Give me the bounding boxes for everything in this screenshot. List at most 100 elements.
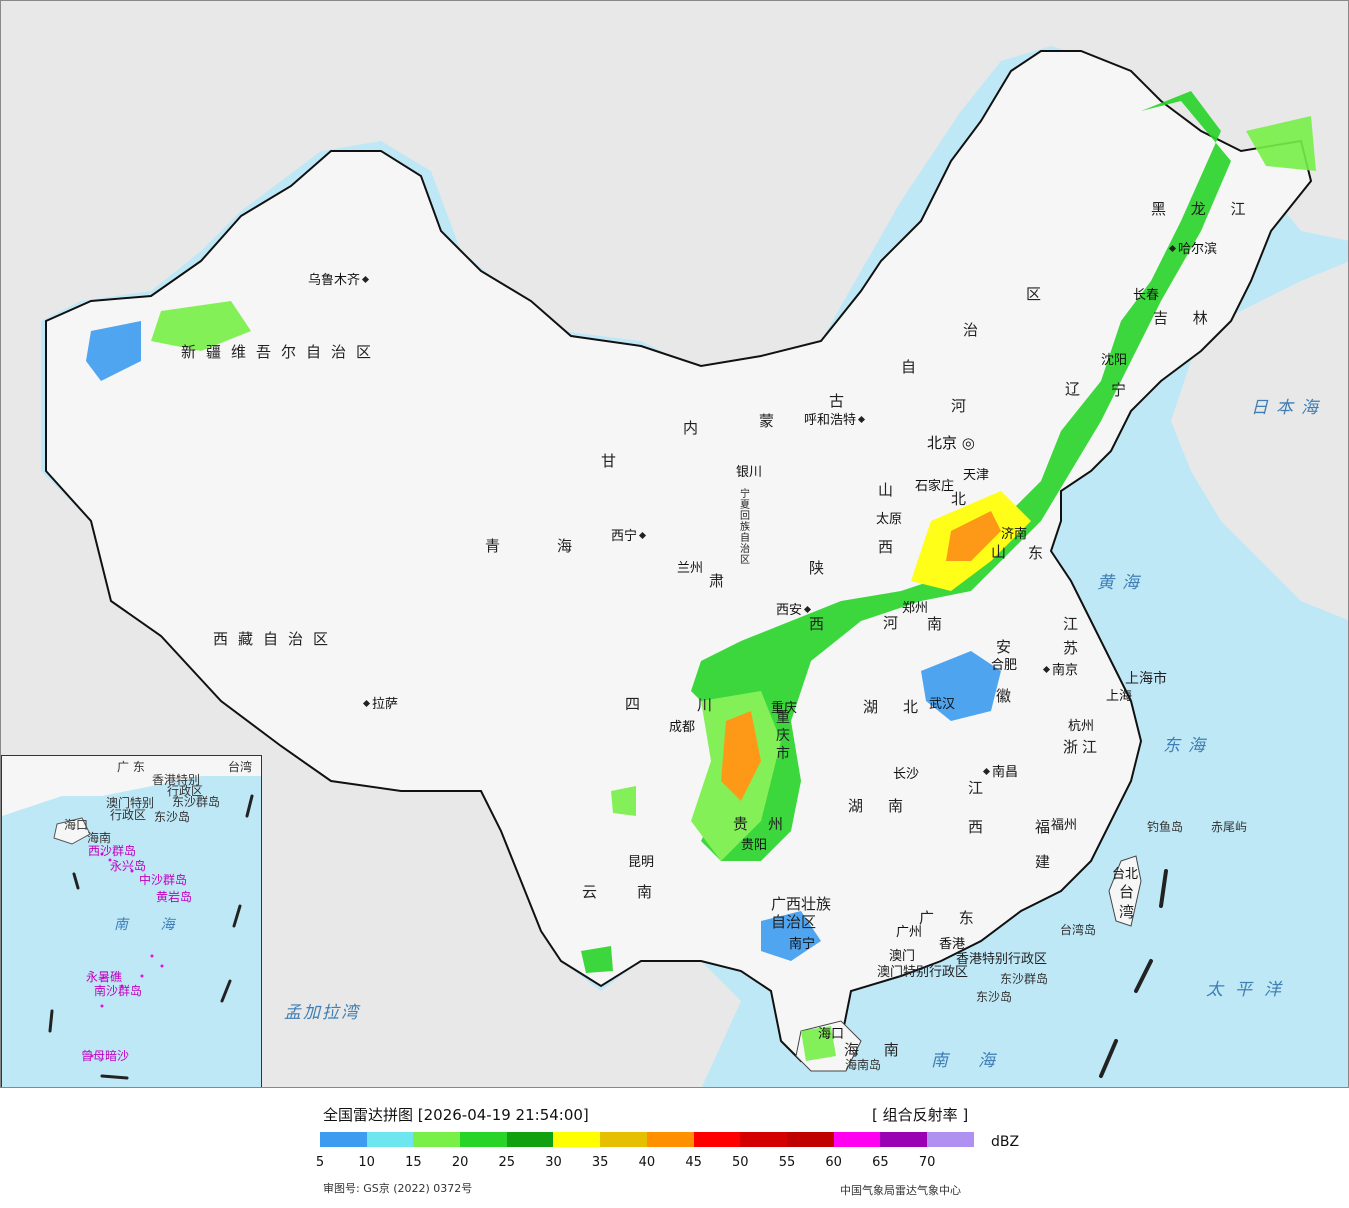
city-taiyuan: 太原 [876, 512, 903, 527]
province-qinghai-a: 青 [485, 537, 511, 555]
province-fujian-b: 建 [1035, 853, 1061, 871]
legend-tick: 60 [825, 1155, 842, 1170]
province-henan-a: 河 [883, 614, 909, 632]
province-heilongjiang: 黑 龙 江 [1151, 200, 1256, 218]
south-sea-inset: 广 东 台湾 香港特别 行政区 澳门特别 行政区 东沙群岛 东沙岛 海南 西沙群… [1, 755, 262, 1087]
legend-swatch [460, 1132, 507, 1147]
province-gansu-a: 甘 [601, 452, 627, 470]
legend-unit: dBZ [991, 1134, 1020, 1150]
sea-pacific: 太平洋 [1206, 980, 1293, 1000]
province-xinjiang: 新疆维吾尔自治区 [181, 343, 382, 361]
province-hk: 香港特别行政区 [956, 952, 1048, 967]
city-lhasa: 拉萨 [361, 693, 398, 712]
province-liaoning-b: 宁 [1111, 381, 1137, 399]
island-dongsha-d: 东沙岛 [976, 990, 1013, 1004]
province-neimeng-a: 内 [683, 419, 709, 437]
legend-swatch [693, 1132, 741, 1147]
province-qinghai-b: 海 [557, 537, 583, 555]
legend-product: [ 组合反射率 ] [872, 1106, 969, 1124]
province-neimeng-d: 自 [901, 358, 927, 376]
island-dongsha-qd: 东沙群岛 [1000, 972, 1049, 986]
city-kunming: 昆明 [628, 855, 655, 870]
province-guangdong: 广 东 [919, 909, 984, 927]
city-beijing: 北京 ◎ [927, 434, 975, 452]
province-hubei-b: 北 [903, 698, 929, 716]
sea-yellow: 黄海 [1097, 573, 1147, 593]
city-urumqi: 乌鲁木齐 [308, 269, 371, 288]
legend-tick: 30 [545, 1155, 562, 1170]
legend-ticks: 5 10 15 20 25 30 35 40 45 50 55 60 65 70 [316, 1155, 1020, 1173]
province-hainan: 海 南 [844, 1041, 909, 1059]
legend-tick: 40 [638, 1155, 656, 1170]
province-shanxi-b: 西 [878, 538, 904, 556]
province-neimeng-b: 蒙 [759, 412, 785, 430]
province-sichuan-a: 四 [625, 695, 651, 713]
legend-tick: 25 [498, 1155, 516, 1170]
province-fujian-a: 福 [1035, 818, 1061, 836]
city-yinchuan: 银川 [736, 465, 763, 480]
city-lanzhou: 兰州 [677, 561, 704, 576]
province-shandong-a: 山 [991, 543, 1017, 561]
province-guangxi-b: 自治区 [771, 913, 817, 931]
legend-swatch [366, 1132, 414, 1147]
sea-japan: 日本海 [1251, 398, 1326, 418]
sea-east: 东海 [1163, 736, 1213, 756]
inset-yongshu: 永暑礁 [86, 970, 123, 984]
legend-tick: 70 [918, 1155, 936, 1170]
province-macao: 澳门特别行政区 [877, 965, 969, 980]
city-haikou: 海口 [818, 1027, 845, 1042]
legend-source: 中国气象局雷达气象中心 [840, 1184, 961, 1197]
province-shaanxi-a: 陕 [809, 559, 835, 577]
city-shanghai: 上海 [1106, 689, 1133, 704]
province-gansu-b: 肃 [709, 572, 735, 590]
inset-hainan: 海南 [87, 831, 112, 845]
city-zhengzhou: 郑州 [902, 601, 929, 616]
province-henan-b: 南 [927, 615, 953, 633]
legend-tick: 10 [358, 1155, 375, 1170]
island-diaoyu: 钓鱼岛 [1147, 820, 1184, 834]
city-guangzhou: 广州 [896, 925, 923, 940]
inset-dongsha-qd: 东沙群岛 [172, 795, 221, 809]
inset-huangyan: 黄岩岛 [156, 890, 193, 904]
city-xian: 西安 [776, 599, 813, 618]
city-harbin: 哈尔滨 [1167, 238, 1217, 257]
inset-geometry [2, 756, 261, 1080]
city-nanning: 南宁 [789, 937, 816, 952]
province-hunan-a: 湖 [848, 797, 874, 815]
legend-swatch [646, 1132, 694, 1147]
legend-tick: 45 [685, 1155, 702, 1170]
province-anhui-b: 徽 [996, 687, 1022, 705]
legend-swatch [833, 1132, 881, 1147]
inset-zengmu: 曾母暗沙 [81, 1049, 130, 1063]
city-changchun: 长春 [1133, 288, 1160, 303]
inset-yongxing: 永兴岛 [110, 859, 147, 873]
city-xianggang: 香港 [939, 937, 966, 952]
city-changsha: 长沙 [893, 767, 920, 782]
legend-swatch [320, 1132, 367, 1147]
province-chongqing: 重庆市 [776, 710, 790, 762]
inset-xisha-qd: 西沙群岛 [88, 844, 137, 858]
city-nanchang: 南昌 [981, 761, 1018, 780]
island-hainan: 海南岛 [845, 1058, 882, 1072]
province-neimeng-e: 治 [963, 321, 989, 339]
legend-tick: 20 [451, 1155, 469, 1170]
province-jiangsu-b: 苏 [1063, 639, 1089, 657]
inset-guangdong: 广 东 [117, 760, 145, 774]
legend-swatch [553, 1132, 601, 1147]
province-sichuan-b: 川 [697, 696, 723, 714]
province-jiangxi-b: 西 [968, 818, 994, 836]
city-wuhan: 武汉 [929, 697, 956, 712]
legend-swatch [413, 1132, 461, 1147]
province-taiwan-b: 湾 [1119, 903, 1145, 921]
province-shanxi-a: 山 [878, 481, 904, 499]
legend-tick: 5 [315, 1155, 325, 1170]
city-chengdu: 成都 [669, 720, 696, 735]
legend-title: 全国雷达拼图 [2026-04-19 21:54:00] [323, 1106, 589, 1124]
sea-south: 南海 [931, 1051, 1025, 1071]
province-yunnan-a: 云 [582, 883, 608, 901]
province-yunnan-b: 南 [637, 883, 663, 901]
legend-tick: 15 [405, 1155, 422, 1170]
legend-swatch [880, 1132, 927, 1147]
legend-swatch [600, 1132, 647, 1147]
city-tianjin: 天津 [963, 468, 990, 483]
